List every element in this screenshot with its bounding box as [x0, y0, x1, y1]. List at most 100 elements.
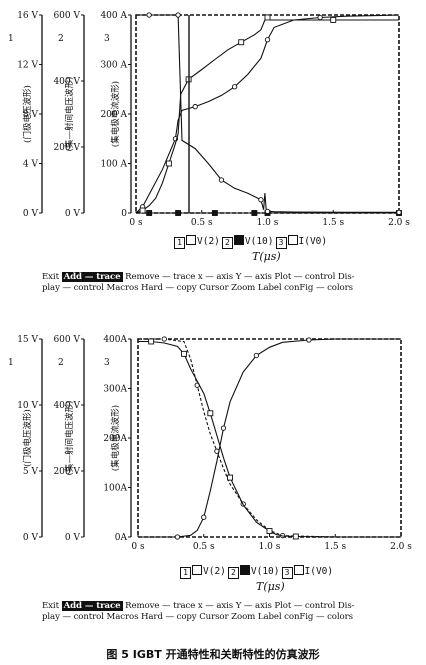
panel-1-series-1-point: [264, 37, 271, 43]
panel-2-axis-3-tick-label: 100A: [103, 484, 127, 494]
panel-1-axis-3-tick-label: 300 A: [100, 61, 127, 71]
panel-2-x-tick-label: 2.0 s: [390, 542, 412, 552]
panel-1-axis-2-tick-label: 600 V: [53, 11, 80, 21]
panel-2-menu-item-2-7[interactable]: conFig — colors: [284, 612, 353, 622]
panel-1-x-label: T(μs): [252, 250, 281, 263]
panel-2-menu-item-2-2[interactable]: Macros: [106, 612, 139, 622]
panel-1-plot-frame: [135, 14, 400, 214]
panel-1-menu-item-1-5[interactable]: Y — axis: [235, 272, 272, 282]
panel-1-series-1-point: [192, 103, 198, 110]
panel-2-series-3-point: [266, 528, 273, 535]
panel-1-series-4-point: [264, 208, 271, 215]
panel-1-legend-index-2: 2: [221, 237, 233, 249]
panel-2-legend-index-3: 3: [281, 567, 293, 579]
panel-1-legend-label-1: V(2): [197, 236, 220, 247]
panel-1-series-1-point: [231, 84, 238, 90]
panel-1-axis-2-tick-label: 200 V: [53, 143, 80, 153]
panel-1-series-4-point: [175, 12, 181, 18]
panel-1-series-2-point: [251, 210, 258, 216]
panel-1-menu: Exit Add — trace Remove — trace x — axis…: [42, 272, 355, 294]
panel-2-series-3-point: [207, 410, 214, 417]
panel-2-series-2-line: [138, 338, 401, 538]
panel-1-menu-item-1-7[interactable]: Dis-: [337, 272, 355, 282]
panel-2-axis-1-tick-label: 10 V: [17, 401, 38, 411]
panel-2-menu-item-1-7[interactable]: Dis-: [337, 601, 355, 611]
panel-1-axis-3-tick-label: 400 A: [100, 11, 127, 21]
panel-2-legend-index-2: 2: [227, 567, 239, 579]
panel-1-menu-item-2-5[interactable]: Zoom: [231, 283, 256, 293]
panel-1-axis-1-tick-label: 8 V: [23, 110, 39, 120]
panel-1-axis-2-tick-label: 400 V: [53, 77, 80, 87]
panel-2-legend-marker-3: [293, 565, 304, 575]
panel-1-series-4-point: [396, 209, 402, 215]
panel-1-axis-2-tick-label: 0 V: [65, 209, 81, 219]
panel-1-menu-item-1-6[interactable]: Plot — control: [274, 272, 336, 282]
panel-1-menu-item-1-4[interactable]: x — axis: [197, 272, 234, 282]
panel-2-legend-marker-2: [239, 565, 250, 575]
panel-2-series-3-point: [227, 474, 234, 481]
panel-1-menu-item-2-1[interactable]: play — control: [42, 283, 104, 293]
panel-2-axis-2-tick-label: 400 V: [53, 401, 80, 411]
panel-2-legend: 1 V(2) 2 V(10) 3 I(V0): [178, 565, 333, 579]
panel-1-series-3-point: [139, 207, 146, 214]
panel-1-axis-1-title: (门极电压波形): [22, 85, 33, 143]
panel-1-menu-item-2-7[interactable]: conFig — colors: [284, 283, 353, 293]
panel-1-x-tick-label: 1.5 s: [322, 218, 344, 228]
panel-2-menu-item-1-3[interactable]: Remove — trace: [125, 601, 196, 611]
panel-1-series-2-point: [175, 210, 182, 216]
panel-1-menu-item-1-3[interactable]: Remove — trace: [125, 272, 196, 282]
panel-1-series-3-point: [238, 39, 245, 46]
panel-2-legend-index-1: 1: [180, 567, 191, 579]
panel-2-x-tick-label: 0.5 s: [193, 542, 215, 552]
panel-2-menu-item-2-3[interactable]: Hard — copy: [141, 612, 197, 622]
panel-1-series-3-point: [165, 160, 172, 167]
panel-1-menu-item-2-6[interactable]: Label: [257, 283, 282, 293]
panel-2-menu-item-1-1[interactable]: Exit: [42, 601, 59, 611]
panel-2-axis-2-tick-label: 0 V: [65, 533, 81, 543]
panel-1-axis-3-tick-label: 100 A: [100, 160, 127, 170]
panel-1-menu-item-1-1[interactable]: Exit: [42, 272, 59, 282]
panel-2-menu-item-2-6[interactable]: Label: [257, 612, 282, 622]
panel-2-menu-item-1-5[interactable]: Y — axis: [235, 601, 272, 611]
panel-2-axis-3-tick-label: 300A: [103, 385, 127, 395]
panel-2-side-axes: 15 V 10 V 5 V 0 V 1 (门极电压波形) 600 V 400 V 200 V 0 …: [8, 335, 132, 543]
figure-caption: 图 5 IGBT 开通特性和关断特性的仿真波形: [106, 648, 320, 661]
panel-2-series-2-point: [220, 425, 227, 431]
panel-2-legend-marker-1: [192, 565, 202, 575]
panel-2-menu-item-1-6[interactable]: Plot — control: [274, 601, 336, 611]
panel-1-menu-item-2-2[interactable]: Macros: [106, 283, 139, 293]
panel-2-menu-item-2-5[interactable]: Zoom: [231, 612, 256, 622]
panel-1-legend-index-1: 1: [174, 237, 185, 249]
panel-2-x-tick-label: 1.5 s: [324, 542, 346, 552]
panel-2-plot-frame: [137, 338, 402, 538]
panel-2-series-2-point: [174, 534, 181, 540]
panel-2-axis-3-tick-label: 400A: [103, 335, 127, 345]
panel-2-series-1-point: [161, 336, 167, 342]
panel-1-legend-marker-2: [233, 235, 244, 245]
panel-2-series-3-point: [292, 533, 299, 540]
panel-2-menu-item-2-1[interactable]: play — control: [42, 612, 104, 622]
panel-2-legend-label-1: V(2): [203, 566, 226, 577]
panel-1-axis-1-tick-label: 12 V: [17, 61, 38, 71]
panel-2-series-2-point: [201, 514, 207, 520]
panel-2-axis-1-tick-label: 5 V: [23, 467, 39, 477]
panel-1-menu-item-2-4[interactable]: Cursor: [199, 283, 229, 293]
panel-1-menu-row-1: Exit Add — trace Remove — trace x — axis…: [42, 272, 355, 283]
panel-2-menu-item-1-4[interactable]: x — axis: [197, 601, 234, 611]
panel-1-menu-item-2-3[interactable]: Hard — copy: [141, 283, 197, 293]
panel-1-axis-1-tick-label: 0 V: [23, 209, 39, 219]
panel-1-legend-index-3: 3: [275, 237, 287, 249]
panel-1-axis-3-title: (集电极电流波形): [110, 81, 121, 147]
panel-1-series-2-point: [211, 210, 218, 216]
panel-2-axis-1-tick-label: 0 V: [23, 533, 39, 543]
panel-2-menu-item-2-4[interactable]: Cursor: [199, 612, 229, 622]
panel-1-legend-marker-3: [287, 235, 298, 245]
panel-1-series-1-point: [317, 14, 323, 21]
panel-1-series-4-point: [218, 177, 225, 183]
panel-1-menu-item-1-2[interactable]: Add — trace: [61, 272, 123, 282]
panel-2-axis-1-number: 1: [8, 358, 14, 368]
panel-1-series-2-point: [146, 210, 153, 216]
panel-2-menu-item-1-2[interactable]: Add — trace: [61, 601, 123, 611]
panel-2-axis-2-tick-label: 200 V: [53, 467, 80, 477]
